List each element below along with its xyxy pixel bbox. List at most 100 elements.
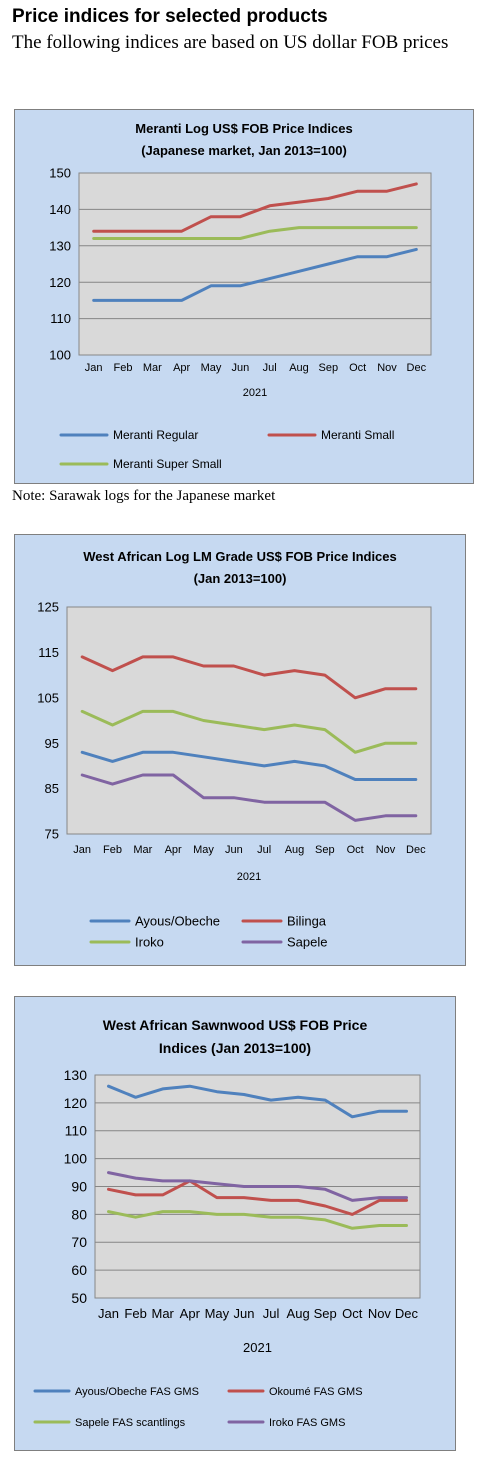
- series-line-sapele-fas-scantlings: [107, 1210, 408, 1230]
- legend-item-iroko: Iroko: [89, 935, 164, 950]
- legend-item-meranti-super-small: Meranti Super Small: [59, 457, 222, 471]
- series-line-iroko-fas-gms: [107, 1171, 408, 1202]
- x-tick-label: Sep: [314, 1306, 337, 1321]
- x-tick-label: Feb: [103, 844, 122, 856]
- x-tick-label: Mar: [152, 1306, 175, 1321]
- y-tick-label: 80: [71, 1206, 87, 1222]
- chart-svg: West African Log LM Grade US$ FOB Price …: [37, 549, 432, 950]
- y-tick-label: 110: [65, 1123, 88, 1139]
- x-tick-label: Dec: [395, 1306, 419, 1321]
- plot-area: [66, 606, 432, 835]
- y-tick-label: 100: [49, 348, 71, 363]
- y-tick-label: 75: [45, 827, 59, 842]
- x-tick-label: Dec: [406, 844, 426, 856]
- y-tick-label: 140: [49, 202, 71, 217]
- y-tick-label: 70: [71, 1234, 87, 1250]
- series-line-meranti-small: [92, 182, 418, 233]
- meranti-log-chart: Meranti Log US$ FOB Price Indices (Japane…: [14, 109, 474, 484]
- chart-title: West African Sawnwood US$ FOB Price: [103, 1017, 368, 1033]
- y-tick-label: 120: [49, 275, 71, 290]
- x-tick-label: Jul: [263, 362, 277, 374]
- x-tick-label: Jul: [257, 844, 271, 856]
- x-tick-label: May: [201, 362, 222, 374]
- x-tick-label: Aug: [289, 362, 309, 374]
- series-line-ayous-obeche-fas-gms: [107, 1084, 408, 1119]
- x-axis-label: 2021: [243, 387, 267, 399]
- x-tick-label: Jan: [98, 1306, 119, 1321]
- series-line-ayous-obeche: [80, 750, 418, 781]
- chart-subtitle: (Jan 2013=100): [194, 571, 287, 586]
- x-tick-label: Jun: [233, 1306, 254, 1321]
- x-tick-label: Oct: [347, 844, 364, 856]
- x-tick-label: Sep: [315, 844, 335, 856]
- x-tick-label: Sep: [319, 362, 339, 374]
- y-tick-label: 150: [49, 166, 71, 181]
- west-african-log-chart: West African Log LM Grade US$ FOB Price …: [14, 534, 466, 966]
- series-line-sapele: [80, 773, 418, 822]
- x-axis-label: 2021: [243, 1340, 272, 1355]
- x-tick-label: Feb: [124, 1306, 146, 1321]
- x-tick-label: Nov: [368, 1306, 392, 1321]
- plot-area: [78, 172, 432, 356]
- x-tick-label: Jan: [73, 844, 91, 856]
- x-tick-label: Apr: [173, 362, 190, 374]
- x-tick-label: Jan: [85, 362, 103, 374]
- x-tick-label: Feb: [114, 362, 133, 374]
- y-tick-label: 90: [71, 1178, 87, 1194]
- legend-label: Meranti Regular: [113, 428, 198, 442]
- x-tick-label: Aug: [287, 1306, 310, 1321]
- legend-label: Sapele: [287, 935, 327, 950]
- y-tick-label: 130: [49, 238, 71, 253]
- chart-title: West African Log LM Grade US$ FOB Price …: [83, 549, 397, 564]
- chart-note: Note: Sarawak logs for the Japanese mark…: [12, 488, 276, 504]
- chart-svg: Meranti Log US$ FOB Price Indices (Japane…: [49, 121, 432, 471]
- x-tick-label: Oct: [349, 362, 366, 374]
- x-tick-label: Mar: [143, 362, 162, 374]
- legend-item-okoum-fas-gms: Okoumé FAS GMS: [227, 1386, 363, 1398]
- y-tick-label: 125: [37, 600, 59, 615]
- legend-label: Ayous/Obeche: [135, 914, 220, 929]
- chart-subtitle: Indices (Jan 2013=100): [159, 1040, 311, 1056]
- x-axis-label: 2021: [237, 871, 261, 883]
- legend-item-ayous-obeche: Ayous/Obeche: [89, 914, 220, 929]
- legend-label: Sapele FAS scantlings: [75, 1417, 186, 1429]
- legend-label: Bilinga: [287, 914, 327, 929]
- x-tick-label: Nov: [376, 844, 396, 856]
- series-line-okoum-fas-gms: [107, 1179, 408, 1216]
- page-subheading: The following indices are based on US do…: [12, 32, 449, 53]
- series-line-meranti-super-small: [92, 226, 418, 240]
- legend-label: Meranti Small: [321, 428, 394, 442]
- legend-label: Meranti Super Small: [113, 457, 222, 471]
- x-tick-label: Mar: [133, 844, 152, 856]
- legend-item-meranti-small: Meranti Small: [267, 428, 394, 442]
- legend-label: Iroko: [135, 935, 164, 950]
- legend-item-sapele-fas-scantlings: Sapele FAS scantlings: [33, 1417, 186, 1429]
- x-tick-label: Aug: [285, 844, 305, 856]
- y-tick-label: 120: [64, 1095, 88, 1111]
- x-tick-label: May: [205, 1306, 230, 1321]
- x-tick-label: Jun: [231, 362, 249, 374]
- y-tick-label: 100: [64, 1151, 88, 1167]
- legend-item-sapele: Sapele: [241, 935, 327, 950]
- chart-title: Meranti Log US$ FOB Price Indices: [135, 121, 352, 136]
- legend-label: Ayous/Obeche FAS GMS: [75, 1386, 199, 1398]
- y-tick-label: 115: [38, 645, 59, 660]
- y-tick-label: 130: [64, 1067, 88, 1083]
- series-line-bilinga: [80, 655, 418, 700]
- chart-svg: West African Sawnwood US$ FOB Price Indic…: [33, 1017, 421, 1429]
- x-tick-label: Jul: [263, 1306, 280, 1321]
- y-tick-label: 95: [45, 736, 59, 751]
- y-tick-label: 50: [71, 1290, 87, 1306]
- legend-item-ayous-obeche-fas-gms: Ayous/Obeche FAS GMS: [33, 1386, 199, 1398]
- x-tick-label: Oct: [342, 1306, 363, 1321]
- x-tick-label: Apr: [180, 1306, 201, 1321]
- page-heading: Price indices for selected products: [12, 6, 328, 27]
- y-tick-label: 105: [37, 690, 59, 705]
- legend-item-bilinga: Bilinga: [241, 914, 327, 929]
- x-tick-label: Jun: [225, 844, 243, 856]
- y-tick-label: 110: [50, 311, 71, 326]
- legend-item-meranti-regular: Meranti Regular: [59, 428, 198, 442]
- x-tick-label: May: [193, 844, 214, 856]
- chart-subtitle: (Japanese market, Jan 2013=100): [141, 143, 347, 158]
- legend-item-iroko-fas-gms: Iroko FAS GMS: [227, 1417, 345, 1429]
